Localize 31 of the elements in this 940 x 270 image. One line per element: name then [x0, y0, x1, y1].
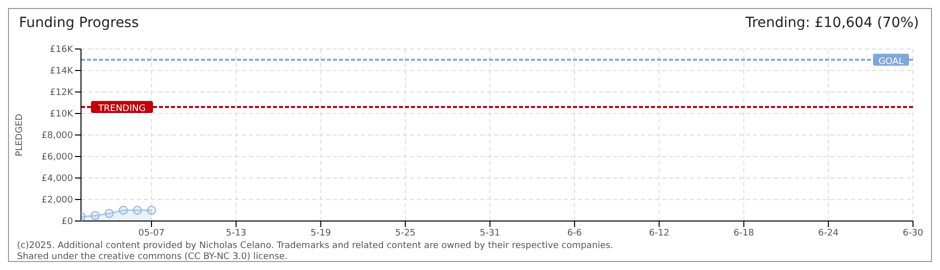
x-tick-label: 05-07	[138, 228, 165, 238]
x-tick-label: 6-12	[648, 228, 670, 238]
text: Shared under the creative commons (CC BY-NC 3.0) license.	[17, 252, 289, 263]
point	[104, 208, 114, 218]
text: (c)2025. Additional content provided by Nicholas Celano. Trademarks and related content are owned by their respective companies.	[17, 241, 614, 252]
x-tick-label: 5-31	[480, 228, 500, 238]
x-tick-label: 5-25	[395, 228, 416, 238]
x-tick-label: 6-18	[734, 228, 754, 238]
ref-line-label: TRENDING	[97, 104, 146, 114]
chart-subtitle: Trending: £10,604 (70%)	[745, 15, 919, 31]
y-tick-label: £10K	[50, 110, 74, 120]
point	[118, 206, 128, 215]
y-tick-label: £8,000	[42, 131, 74, 142]
ref-line-label: GOAL	[878, 56, 904, 67]
x-tick-label: 5-19	[310, 228, 332, 238]
y-tick-label: £14K	[50, 66, 74, 77]
x-tick-label: 6-24	[818, 228, 839, 238]
y-axis-title: PLEDGED	[15, 114, 26, 156]
chart-title: Funding Progress	[19, 15, 139, 31]
point	[90, 211, 100, 220]
y-tick-label: £12K	[50, 88, 74, 98]
y-tick-label: £16K	[50, 45, 74, 56]
y-tick-label: £4,000	[42, 174, 74, 184]
y-tick-label: £6,000	[42, 152, 74, 163]
y-tick-label: £0	[62, 217, 74, 228]
x-tick-label: 5-13	[226, 228, 246, 238]
point	[132, 206, 142, 215]
point	[147, 206, 156, 215]
x-tick-label: 6-6	[567, 228, 582, 238]
x-tick-label: 6-30	[902, 228, 924, 238]
y-tick-label: £2,000	[42, 196, 74, 206]
